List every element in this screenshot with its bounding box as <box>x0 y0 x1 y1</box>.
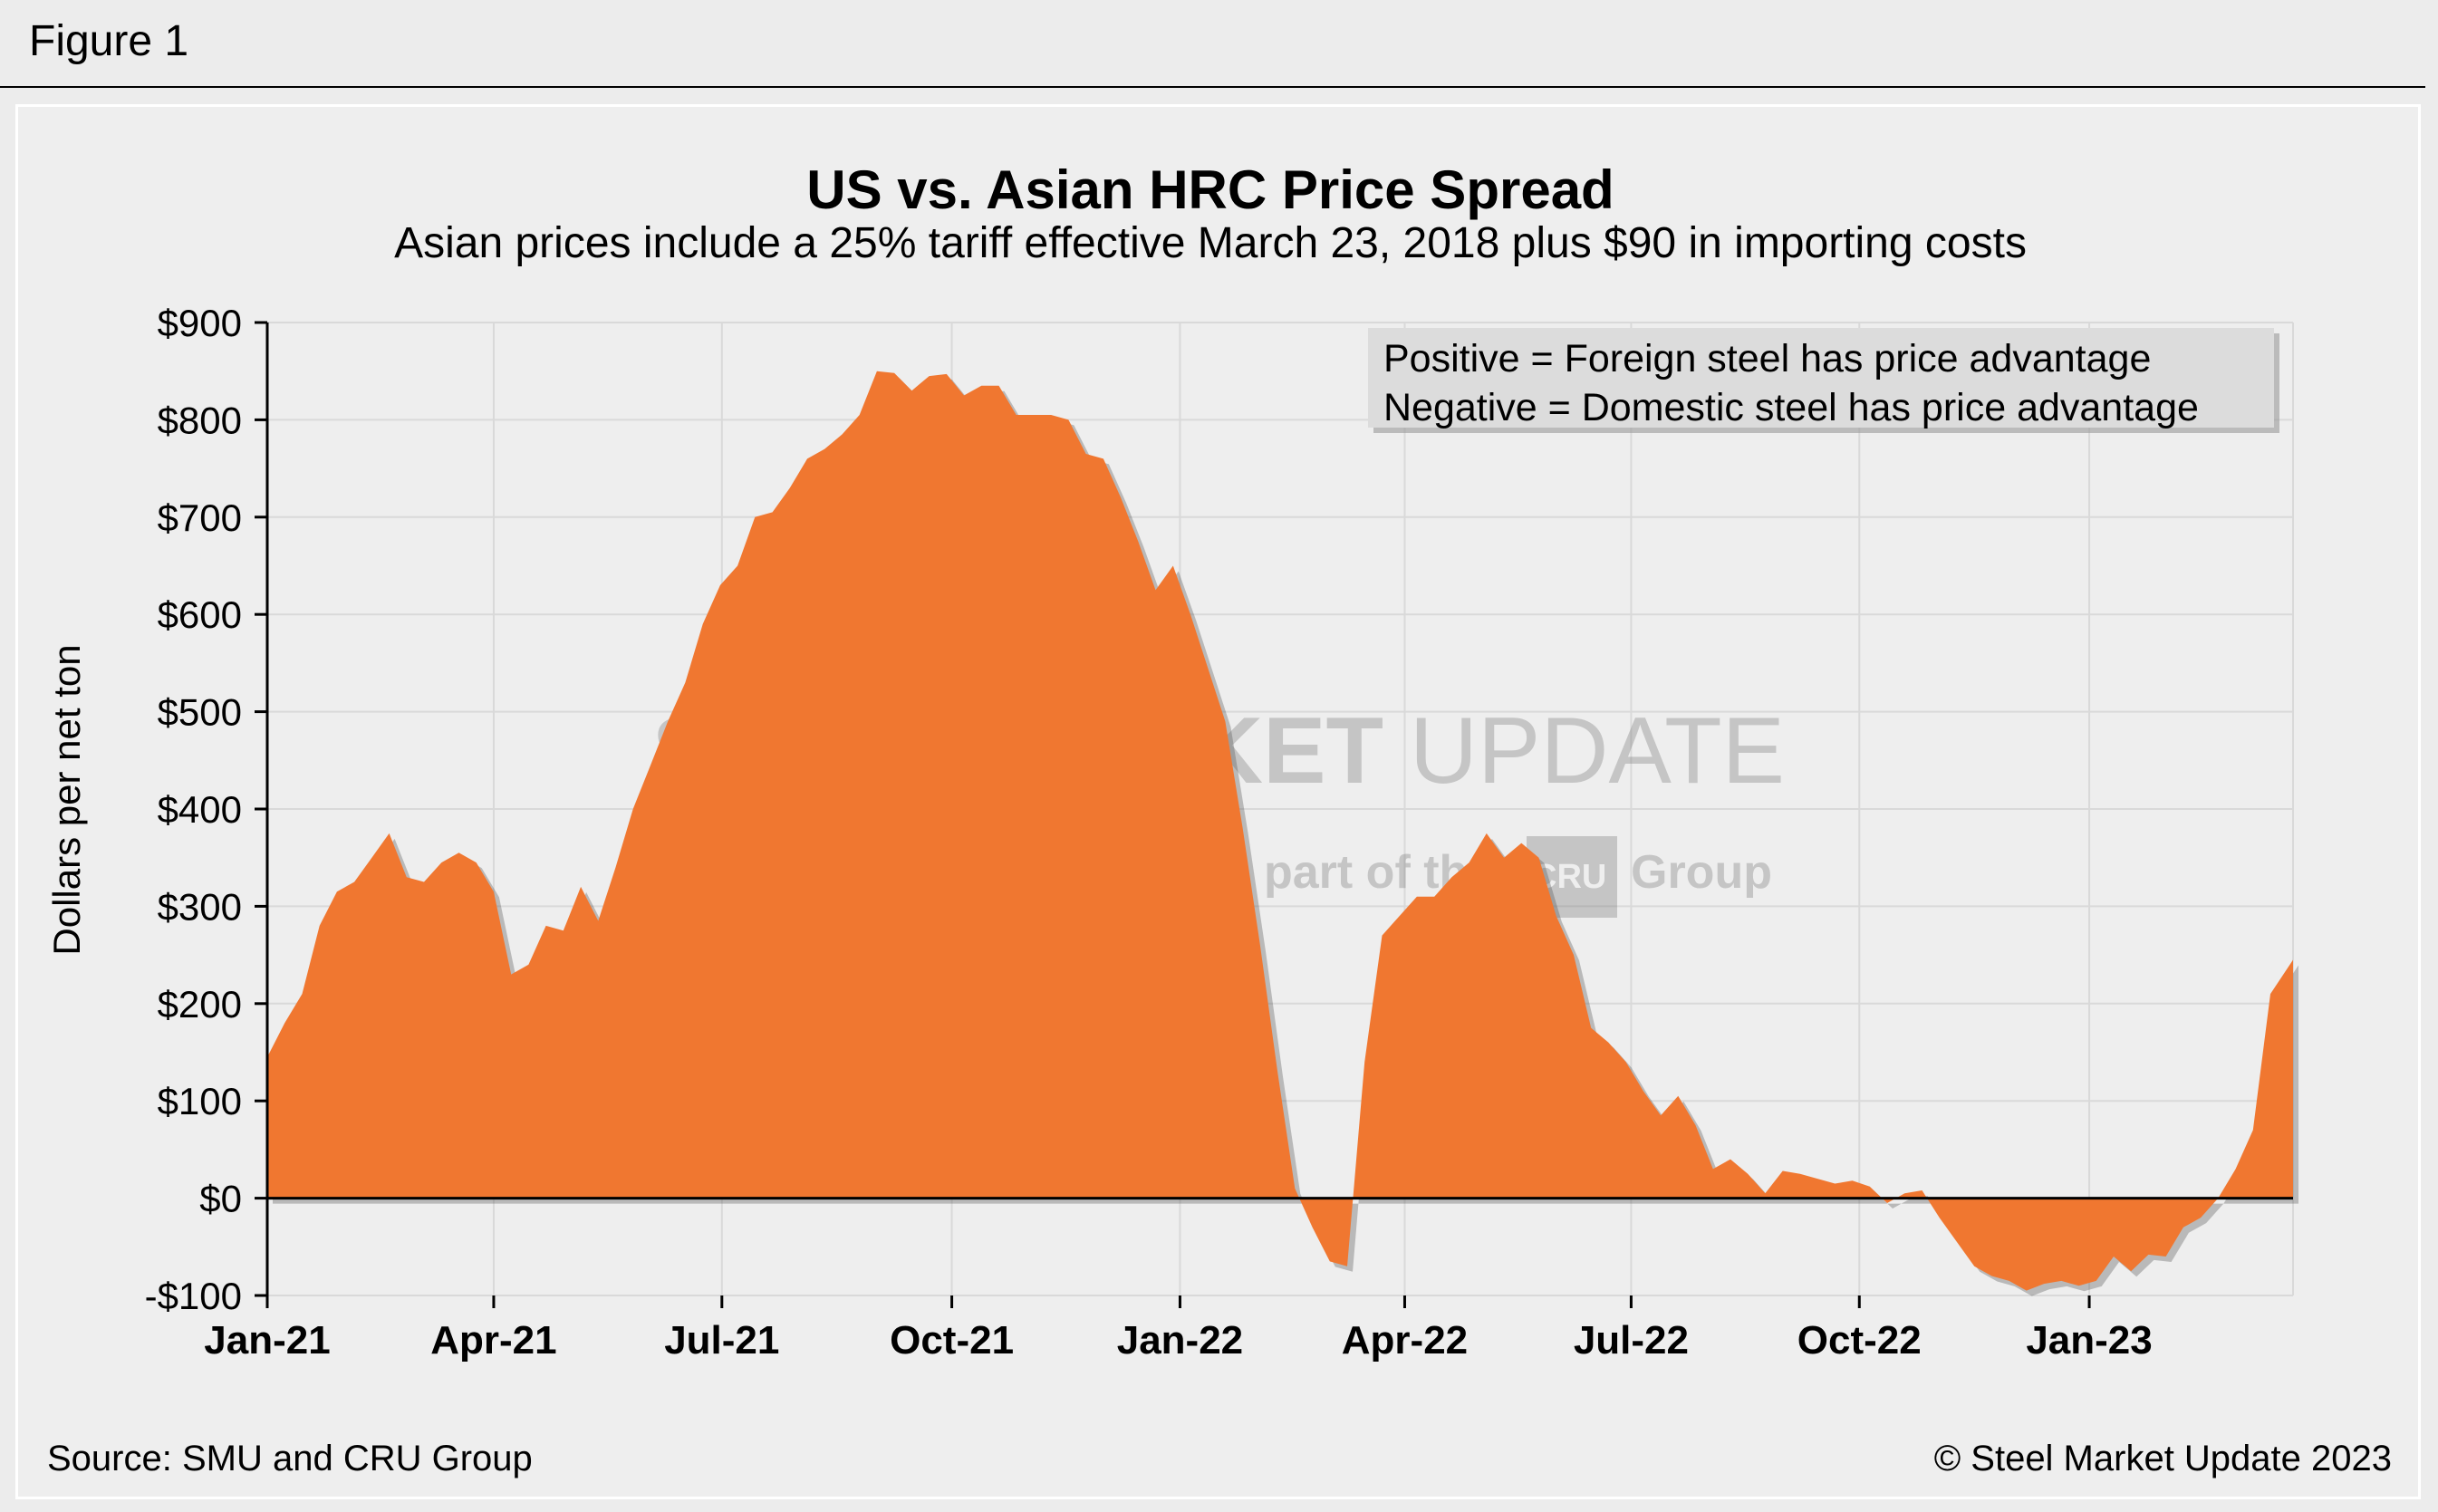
legend-background <box>1368 328 2274 428</box>
y-axis-label: Dollars per net ton <box>45 644 88 955</box>
x-tick-label: Jul-21 <box>664 1318 779 1363</box>
chart-panel: STEEL MARKET UPDATE part of the CRU Grou… <box>15 104 2421 1499</box>
y-tick-label: $500 <box>158 691 242 734</box>
legend-line-positive: Positive = Foreign steel has price advan… <box>1383 337 2151 380</box>
chart-svg: STEEL MARKET UPDATE part of the CRU Grou… <box>45 159 2392 1478</box>
y-tick-label: $400 <box>158 788 242 831</box>
figure-label: Figure 1 <box>29 17 189 65</box>
x-tick-label: Jan-23 <box>2026 1318 2152 1363</box>
y-tick-label: $0 <box>199 1178 242 1220</box>
watermark-subtitle-b: Group <box>1631 846 1772 899</box>
y-tick-label: $900 <box>158 302 242 344</box>
chart-title: US vs. Asian HRC Price Spread <box>806 159 1614 220</box>
y-tick-label: $800 <box>158 399 242 441</box>
y-tick-label: -$100 <box>145 1275 242 1317</box>
x-tick-labels: Jan-21 Apr-21 Jul-21 Oct-21 Jan-22 Apr-22 Jul-… <box>204 1318 2152 1363</box>
x-tick-label: Jan-22 <box>1117 1318 1243 1363</box>
legend-line-negative: Negative = Domestic steel has price adva… <box>1383 386 2199 429</box>
chart-subtitle: Asian prices include a 25% tariff effect… <box>394 219 2027 267</box>
legend-box: Positive = Foreign steel has price advan… <box>1368 328 2279 433</box>
x-tick-label: Oct-22 <box>1797 1318 1922 1363</box>
y-tick-label: $300 <box>158 885 242 928</box>
y-tick-label: $700 <box>158 496 242 539</box>
x-tick-label: Oct-21 <box>890 1318 1014 1363</box>
watermark-title-light: UPDATE <box>1383 698 1785 804</box>
y-tick-label: $100 <box>158 1080 242 1122</box>
y-tick-label: $200 <box>158 983 242 1026</box>
x-tick-label: Apr-21 <box>430 1318 556 1363</box>
copyright-note: © Steel Market Update 2023 <box>1934 1439 2392 1478</box>
axes <box>255 321 2293 1308</box>
x-tick-label: Apr-22 <box>1342 1318 1468 1363</box>
area-spread <box>267 371 2293 1291</box>
y-tick-labels: $900 $800 $700 $600 $500 $400 $300 $200 $100 $0 -$… <box>145 302 242 1317</box>
source-note: Source: SMU and CRU Group <box>47 1439 533 1478</box>
y-tick-label: $600 <box>158 593 242 636</box>
top-divider <box>0 86 2425 88</box>
x-tick-label: Jan-21 <box>204 1318 330 1363</box>
x-tick-label: Jul-22 <box>1574 1318 1689 1363</box>
